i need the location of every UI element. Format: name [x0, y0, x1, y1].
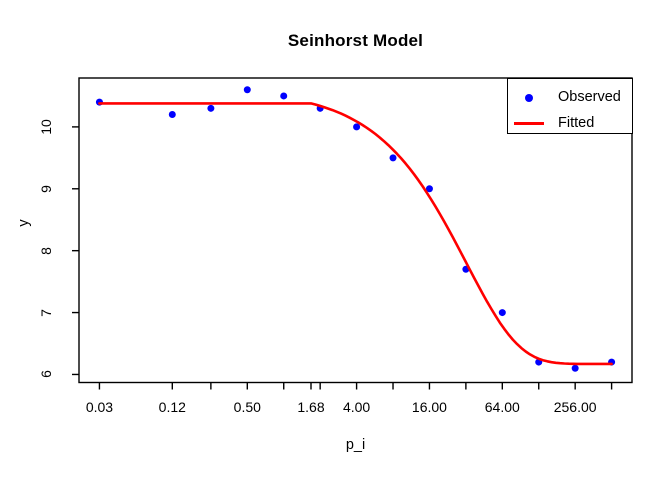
- x-axis-label: p_i: [345, 437, 366, 453]
- observed-point: [353, 123, 361, 131]
- observed-point: [498, 309, 506, 317]
- x-tick-label: 64.00: [484, 399, 520, 415]
- observed-point: [207, 104, 215, 112]
- y-tick-label: 7: [38, 308, 54, 317]
- y-tick-label: 8: [38, 246, 54, 255]
- legend-line-icon: [514, 122, 544, 125]
- y-tick-label: 9: [38, 184, 54, 193]
- legend-point-icon: [525, 94, 533, 102]
- observed-point: [280, 92, 288, 100]
- x-tick-label: 4.00: [342, 399, 371, 415]
- observed-point: [425, 185, 433, 193]
- x-tick-label: 256.00: [553, 399, 597, 415]
- x-tick-label: 0.03: [85, 399, 114, 415]
- plot-frame: [78, 77, 633, 384]
- y-tick-label: 10: [38, 119, 54, 135]
- legend-label-observed: Observed: [558, 89, 621, 105]
- chart-title: Seinhorst Model: [287, 31, 424, 50]
- x-tick-label: 0.12: [158, 399, 186, 415]
- y-axis-label: y: [16, 219, 32, 227]
- legend-label-fitted: Fitted: [558, 115, 595, 131]
- legend: Observed Fitted: [507, 78, 633, 134]
- x-tick-label: 16.00: [411, 399, 447, 415]
- observed-point: [571, 364, 579, 372]
- observed-point: [168, 111, 176, 119]
- y-tick-label: 6: [38, 370, 54, 379]
- x-tick-label: 1.68: [297, 399, 325, 415]
- observed-point: [243, 86, 251, 94]
- x-tick-label: 0.50: [233, 399, 261, 415]
- observed-point: [389, 154, 397, 162]
- fitted-curve: [98, 102, 613, 366]
